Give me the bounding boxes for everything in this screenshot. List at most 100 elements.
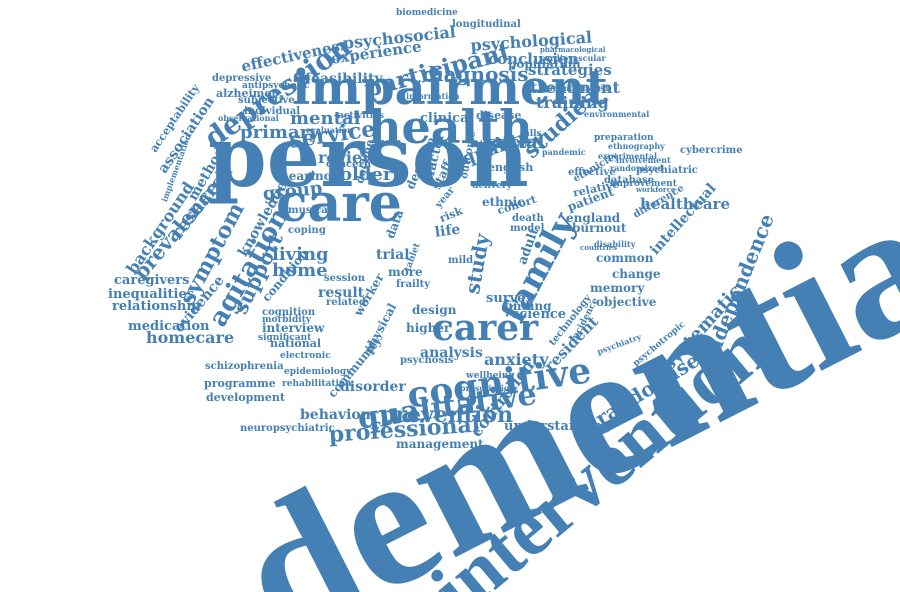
- cloud-word: carer: [432, 307, 539, 349]
- cloud-word: survey: [486, 291, 533, 306]
- cloud-word: conclusion: [488, 50, 579, 68]
- cloud-word: psychosis: [400, 355, 454, 366]
- cloud-word: healthcare: [640, 195, 730, 213]
- cloud-word: delivery: [472, 181, 512, 191]
- cloud-word: england: [566, 211, 621, 225]
- cloud-word: countries: [580, 243, 618, 252]
- cloud-word: design: [412, 303, 457, 317]
- cloud-word: life: [433, 221, 462, 241]
- cloud-word: science: [512, 307, 567, 322]
- cloud-word: finding: [504, 299, 552, 313]
- cloud-word: medication: [128, 319, 210, 334]
- cloud-word: rehabilitation: [282, 379, 352, 389]
- cloud-word: randomized: [610, 163, 663, 173]
- cloud-word: prevention: [380, 402, 513, 428]
- cloud-word: development: [206, 391, 286, 404]
- cloud-word: prescription: [460, 383, 516, 393]
- cloud-word: home: [272, 260, 328, 281]
- cloud-word: impairment: [292, 60, 608, 116]
- cloud-word: ethnic: [482, 195, 525, 209]
- cloud-word: anxiety: [484, 350, 549, 369]
- cloud-word: change: [612, 267, 661, 281]
- cloud-word: concern: [326, 159, 372, 170]
- cloud-word: analysis: [420, 345, 483, 361]
- cloud-word: related: [326, 297, 366, 308]
- cloud-word: living: [272, 244, 329, 265]
- cloud-word: electronic: [280, 351, 331, 361]
- cloud-word: alzheimer: [216, 87, 278, 100]
- cloud-word: biomedicine: [396, 8, 458, 18]
- cloud-word: subjective: [238, 95, 295, 106]
- cloud-word: experimental: [598, 151, 658, 161]
- cloud-word: improvement: [610, 179, 677, 189]
- cloud-word: evaluation: [306, 125, 353, 135]
- cloud-word: disorder: [340, 379, 406, 395]
- cloud-word: more: [388, 265, 423, 279]
- cloud-word: management: [396, 437, 484, 451]
- cloud-word: death: [512, 213, 544, 224]
- cloud-word: homecare: [146, 328, 235, 347]
- cloud-word: pharmacological: [540, 45, 606, 54]
- cloud-word: wellbeing: [466, 371, 515, 381]
- cloud-word: evidence-based: [540, 83, 609, 93]
- cloud-word: theoretical: [476, 139, 526, 149]
- cloud-word: mental: [290, 108, 361, 129]
- cloud-word: older: [340, 164, 393, 185]
- cloud-word: behaviour: [300, 407, 379, 423]
- cloud-word: falls: [520, 129, 542, 139]
- cloud-word: person: [208, 107, 529, 206]
- cloud-word: relationship: [112, 299, 201, 314]
- cloud-word: trial: [376, 247, 410, 263]
- cloud-word: psychiatric: [636, 165, 698, 176]
- cloud-word: mild: [448, 255, 474, 266]
- cloud-word: antipsychotic: [242, 81, 310, 91]
- cloud-word: memory: [590, 281, 645, 295]
- cloud-word: depressive: [212, 73, 272, 84]
- cloud-word: cybercrime: [680, 145, 743, 156]
- cloud-word: preparation: [594, 133, 654, 143]
- cloud-word: higher: [406, 321, 451, 335]
- cloud-word: common: [596, 251, 654, 265]
- cloud-word: health: [368, 100, 533, 154]
- cloud-word: programme: [204, 377, 276, 390]
- cloud-word: individual: [244, 106, 301, 117]
- cloud-word: coping: [288, 225, 326, 236]
- cloud-word: morbidity: [262, 315, 312, 325]
- cloud-word: disease: [476, 109, 522, 122]
- cloud-word: cognition: [262, 307, 316, 318]
- cloud-word: inequalities: [108, 287, 195, 302]
- cloud-word: significant: [258, 333, 312, 343]
- cloud-word: longitudinal: [452, 19, 521, 30]
- cloud-word: care: [276, 173, 402, 234]
- cloud-word: workforce: [636, 185, 676, 194]
- cloud-word: caregivers: [114, 273, 190, 288]
- cloud-word: review: [318, 148, 376, 167]
- cloud-word: feasibility: [305, 71, 383, 87]
- cloud-word: understanding: [504, 419, 611, 434]
- cloud-word: interview: [262, 321, 325, 335]
- cloud-word: diagnosis: [422, 62, 529, 86]
- cloud-word: primary: [240, 122, 320, 143]
- cloud-word: neuropsychiatric: [240, 423, 335, 434]
- cloud-word: burnout: [572, 221, 627, 235]
- cloud-word: observational: [218, 113, 279, 123]
- cloud-word: involvement: [616, 155, 671, 165]
- cloud-word: musical: [288, 205, 332, 216]
- cloud-word: disability: [594, 239, 636, 249]
- cloud-word: population: [508, 57, 581, 71]
- cloud-word: database: [604, 175, 655, 186]
- cloud-word: objective: [596, 295, 657, 309]
- cloud-word: cardiovascular: [540, 53, 606, 63]
- cloud-word: session: [324, 273, 365, 284]
- cloud-word: national: [270, 337, 322, 350]
- cloud-word: social: [486, 132, 545, 153]
- cloud-word: clinical: [420, 111, 474, 126]
- cloud-word: information: [406, 91, 460, 101]
- cloud-word: ethnography: [608, 141, 665, 151]
- cloud-word: hearing: [280, 169, 333, 183]
- cloud-word: activities: [338, 111, 384, 121]
- cloud-word: strategies: [528, 61, 612, 79]
- cloud-word: english: [488, 161, 534, 174]
- cloud-word: environmental: [584, 109, 650, 119]
- cloud-word: training: [536, 93, 609, 112]
